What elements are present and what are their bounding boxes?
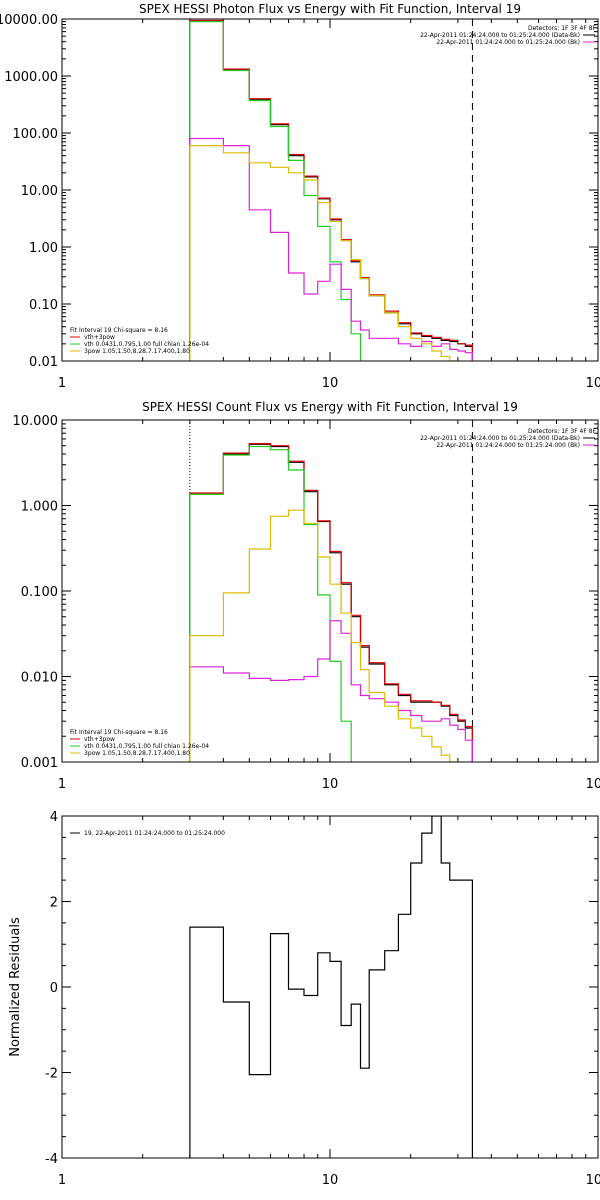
y-tick-label: 1000.00 xyxy=(4,70,58,85)
x-tick-label: 100 xyxy=(586,376,600,391)
info-text: 22-Apr-2011 01:24:24.000 to 01:25:24.000… xyxy=(436,39,580,46)
series-line-2 xyxy=(189,19,473,361)
x-tick-label: 1 xyxy=(58,1173,66,1188)
legend-text: 3pow 1.05,1.50,8.28,7.17,400,1.80 xyxy=(84,348,190,355)
series-line-1 xyxy=(189,816,473,1158)
info-text: 22-Apr-2011 01:24:24.000 to 01:25:24.000… xyxy=(420,435,580,442)
y-tick-label: 0.010 xyxy=(21,671,58,686)
y-tick-label: 10.000 xyxy=(13,414,59,429)
y-tick-label: 0.01 xyxy=(29,355,58,370)
x-tick-label: 10 xyxy=(322,376,339,391)
plot-frame xyxy=(61,419,599,763)
series-line-5 xyxy=(189,145,459,361)
y-tick-label: 4 xyxy=(50,810,58,825)
y-axis-label: Normalized Residuals xyxy=(8,917,23,1057)
series-line-1 xyxy=(189,20,473,361)
legend-text: vth+3pow xyxy=(84,334,115,341)
series-line-4 xyxy=(189,137,473,361)
chart-title: SPEX HESSI Photon Flux vs Energy with Fi… xyxy=(139,2,521,16)
x-tick-label: 1 xyxy=(58,777,66,792)
legend-text: vth 0.0431,0.795,1.00 full chian 1.26e-0… xyxy=(84,341,209,348)
y-tick-label: 0.10 xyxy=(29,298,58,313)
legend-text: Fit Interval 19 Chi-square = 8.16 xyxy=(70,327,168,334)
legend-text: vth 0.0431,0.795,1.00 full chian 1.26e-0… xyxy=(84,743,209,750)
y-tick-label: 100.00 xyxy=(13,127,59,142)
legend-text: 19. 22-Apr-2011 01:24:24.000 to 01:25:24… xyxy=(84,830,225,837)
series-line-3 xyxy=(189,445,352,762)
x-tick-label: 10 xyxy=(322,1173,339,1188)
plot-frame xyxy=(61,815,599,1159)
legend-text: 3pow 1.05,1.50,8.28,7.17,400,1.80 xyxy=(84,750,190,757)
legend-text: vth+3pow xyxy=(84,736,115,743)
y-tick-label: 2 xyxy=(50,896,58,911)
series-line-3 xyxy=(189,21,362,361)
y-tick-label: 10000.00 xyxy=(0,13,58,28)
chart-panel-2: SPEX HESSI Count Flux vs Energy with Fit… xyxy=(13,400,600,792)
y-tick-label: -4 xyxy=(45,1152,58,1167)
series-line-4 xyxy=(189,620,473,762)
x-tick-label: 100 xyxy=(586,1173,600,1188)
legend-text: Fit Interval 19 Chi-square = 8.16 xyxy=(70,729,168,736)
info-text: Detectors: 1F 3F 4F 8F xyxy=(528,25,597,32)
y-tick-label: 0.001 xyxy=(21,756,58,771)
x-tick-label: 100 xyxy=(586,777,600,792)
y-tick-label: 1.000 xyxy=(21,500,58,515)
chart-title: SPEX HESSI Count Flux vs Energy with Fit… xyxy=(142,400,518,414)
x-tick-label: 1 xyxy=(58,376,66,391)
x-tick-label: 10 xyxy=(322,777,339,792)
chart-panel-3: Normalized Residuals 1 10 100 -4 -2 0 2 4 19. 22-… xyxy=(8,810,600,1188)
info-text: Detectors: 1F 3F 4F 8F xyxy=(528,428,597,435)
series-line-5 xyxy=(189,509,459,762)
y-tick-label: -2 xyxy=(45,1067,58,1082)
info-text: 22-Apr-2011 01:24:24.000 to 01:25:24.000… xyxy=(420,32,580,39)
y-tick-label: 10.00 xyxy=(21,184,58,199)
y-tick-label: 1.00 xyxy=(29,241,58,256)
y-tick-label: 0.100 xyxy=(21,585,58,600)
plot-frame xyxy=(61,18,599,362)
chart-panel-1: SPEX HESSI Photon Flux vs Energy with Fi… xyxy=(0,2,600,391)
y-tick-label: 0 xyxy=(50,981,58,996)
info-text: 22-Apr-2011 01:24:24.000 to 01:25:24.000… xyxy=(436,442,580,449)
